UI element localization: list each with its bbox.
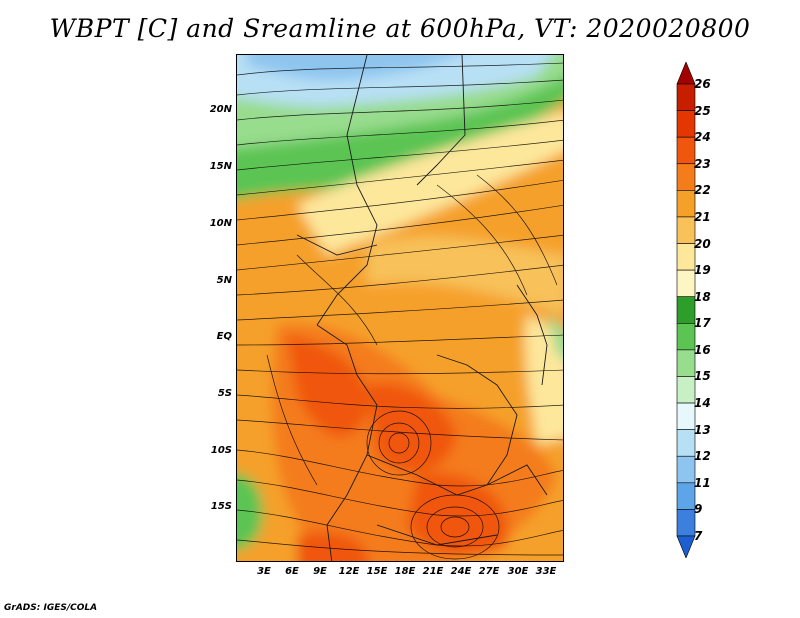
- colorbar-label: 24: [694, 130, 711, 145]
- colorbar-segment: [676, 482, 696, 510]
- lon-tick-label: 9E: [313, 566, 327, 577]
- footer-credit: GrADS: IGES/COLA: [4, 603, 98, 613]
- colorbar-segment: [676, 190, 696, 218]
- lon-tick-label: 21E: [422, 566, 444, 577]
- colorbar-segment: [676, 322, 696, 351]
- colorbar-label: 20: [694, 236, 711, 251]
- colorbar-label: 22: [694, 183, 711, 198]
- streamlines: [237, 62, 563, 560]
- colorbar-label: 26: [694, 77, 711, 91]
- colorbar-segment: [676, 83, 696, 111]
- lon-tick-label: 12E: [338, 566, 360, 577]
- colorbar-segment: [676, 429, 696, 457]
- colorbar-label: 15: [694, 369, 711, 384]
- colorbar-segment: [676, 136, 696, 165]
- colorbar-segment: [676, 62, 696, 85]
- lon-tick-label: 24E: [450, 566, 472, 577]
- colorbar-label: 7: [694, 529, 703, 543]
- colorbar-label: 21: [694, 209, 711, 224]
- colorbar-label: 9: [694, 502, 703, 517]
- colorbar-segment: [676, 296, 696, 324]
- lat-tick-label: 15S: [210, 501, 232, 512]
- colorbar-segment: [676, 269, 696, 298]
- colorbar-label: 23: [694, 156, 711, 171]
- colorbar-label: 16: [694, 342, 711, 357]
- lon-tick-label: 15E: [366, 566, 388, 577]
- colorbar-segment: [676, 163, 696, 191]
- colorbar-label: 14: [694, 396, 711, 411]
- lat-tick-label: 10S: [210, 445, 232, 456]
- lon-tick-label: 6E: [285, 566, 299, 577]
- lon-tick-label: 18E: [394, 566, 416, 577]
- colorbar-segment: [676, 376, 696, 404]
- lat-tick-label: 15N: [209, 161, 232, 172]
- lat-tick-label: 5S: [217, 388, 232, 399]
- colorbar-label: 13: [694, 422, 711, 437]
- colorbar-label: 19: [694, 263, 711, 278]
- lon-tick-label: 3E: [257, 566, 271, 577]
- colorbar-segment: [676, 243, 696, 271]
- colorbar-label: 17: [694, 316, 711, 331]
- lat-tick-label: 5N: [216, 275, 232, 286]
- colorbar-label: 25: [694, 103, 711, 118]
- colorbar: [676, 62, 696, 558]
- lon-tick-label: 33E: [535, 566, 557, 577]
- colorbar-segment: [676, 509, 696, 537]
- lat-tick-label: 20N: [209, 104, 232, 115]
- lat-tick-label: EQ: [216, 331, 232, 342]
- wbpt-shading: [237, 55, 563, 561]
- colorbar-segment: [676, 110, 696, 138]
- lon-tick-label: 30E: [507, 566, 529, 577]
- colorbar-label: 18: [694, 289, 711, 304]
- chart-title: WBPT [C] and Sreamline at 600hPa, VT: 20…: [49, 14, 751, 43]
- colorbar-label: 12: [694, 449, 711, 464]
- colorbar-segment: [676, 402, 696, 430]
- colorbar-label: 11: [694, 475, 711, 490]
- country-borders: [296, 55, 548, 561]
- colorbar-segment: [676, 535, 696, 558]
- colorbar-segment: [676, 455, 696, 484]
- map-panel: [236, 54, 564, 562]
- colorbar-segment: [676, 349, 696, 377]
- lat-tick-label: 10N: [209, 218, 232, 229]
- lon-tick-label: 27E: [478, 566, 500, 577]
- map-field: [237, 55, 563, 561]
- colorbar-segment: [676, 216, 696, 244]
